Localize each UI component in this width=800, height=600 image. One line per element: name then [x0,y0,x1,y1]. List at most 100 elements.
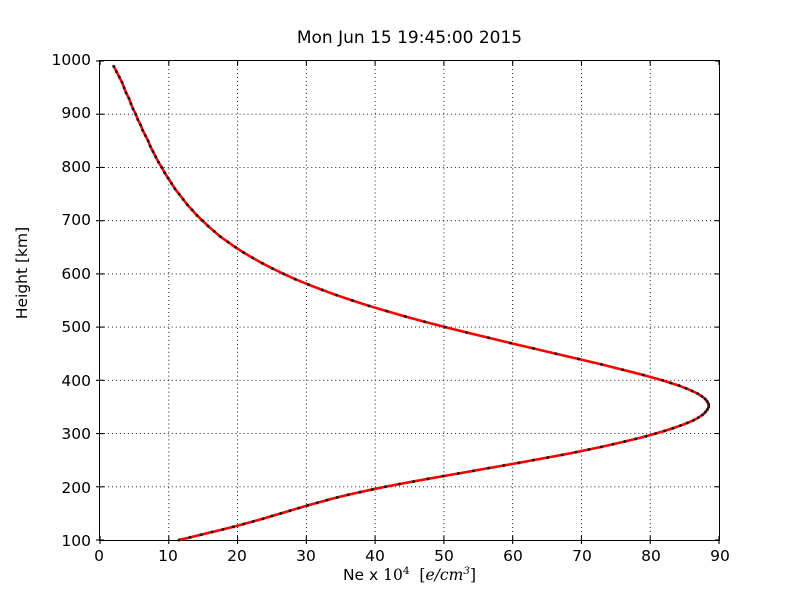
xlabel-unit-slash: / [434,566,440,584]
data-point [690,389,694,393]
data-point [587,448,591,452]
x-axis-tick-labels: 0 10 20 30 40 50 60 70 80 90 [94,547,730,569]
data-point [325,498,329,502]
data-point [700,413,704,417]
x-axis-title: Ne x 104 [e/cm3] [99,566,720,584]
data-point [707,405,711,409]
data-point [315,501,319,505]
data-point [270,514,274,518]
data-point [661,378,665,382]
data-point [129,102,133,106]
data-point [346,493,350,497]
data-point [684,386,688,390]
data-point [441,474,445,478]
data-point [124,91,128,95]
y-tick-label: 600 [61,264,91,283]
data-point [654,432,658,436]
data-point [705,400,709,404]
data-point [279,511,283,515]
data-point [623,440,627,444]
data-point [621,368,625,372]
data-point [692,418,696,422]
data-point [705,408,709,412]
data-point [212,229,216,233]
data-point [136,118,140,122]
data-point [465,330,469,334]
data-point [151,149,155,153]
data-point [677,384,681,388]
data-point [297,506,301,510]
data-point [599,445,603,449]
data-point [560,453,564,457]
data-point [471,469,475,473]
data-point [134,112,138,116]
data-point [509,341,513,345]
data-point [703,397,707,401]
data-point [671,426,675,430]
data-point [423,320,427,324]
data-point [350,299,354,302]
data-point [644,434,648,438]
data-point [487,336,491,340]
data-point [696,416,700,420]
data-point [251,519,255,523]
data-point [139,123,143,127]
data-point [154,155,158,159]
data-point [288,509,292,513]
data-point [177,538,181,542]
xlabel-exponent: 4 [402,564,410,577]
xlabel-unit-exponent: 3 [463,564,470,577]
data-point [531,458,535,462]
data-point [190,208,194,212]
data-point [131,107,135,111]
data-point [226,240,230,244]
x-tick-label: 60 [503,547,523,565]
data-point [663,429,667,433]
data-point [231,525,235,529]
data-point [696,392,700,396]
xlabel-unit-close: ] [469,566,477,584]
xlabel-unit-cm: cm [439,566,464,584]
x-tick-label: 70 [572,547,592,565]
data-point [218,235,222,239]
data-point [367,304,371,308]
data-point [115,70,119,74]
data-markers [112,64,711,542]
data-point [185,203,189,207]
data-point [242,251,246,255]
data-point [282,272,286,276]
y-tick-label: 800 [61,157,91,176]
x-tick-label: 80 [641,547,661,565]
y-tick-label: 100 [61,532,91,550]
y-axis-tick-labels: 100 200 300 400 500 600 700 800 900 1000 [28,51,91,550]
data-point [210,530,214,534]
data-point [669,381,673,385]
data-point [177,192,181,196]
data-point [358,490,362,494]
x-tick-label: 0 [94,547,104,565]
y-tick-label: 1000 [51,51,91,69]
data-point [188,535,192,539]
plot-axes [96,60,720,544]
data-point [306,503,310,507]
data-point [127,96,131,100]
data-point [143,134,147,138]
data-point [546,456,550,459]
data-point [271,267,275,271]
x-tick-label: 20 [227,547,247,565]
x-tick-label: 40 [365,547,385,565]
data-point [703,410,707,414]
data-point [634,437,638,441]
data-point [181,197,185,201]
data-point [112,64,116,68]
data-point [426,477,430,481]
data-point [221,527,225,531]
data-point [200,219,204,223]
data-line [112,65,710,542]
data-point [599,362,603,366]
data-point [370,487,374,491]
data-point [166,176,170,180]
data-point [160,165,164,169]
data-point [641,373,645,377]
